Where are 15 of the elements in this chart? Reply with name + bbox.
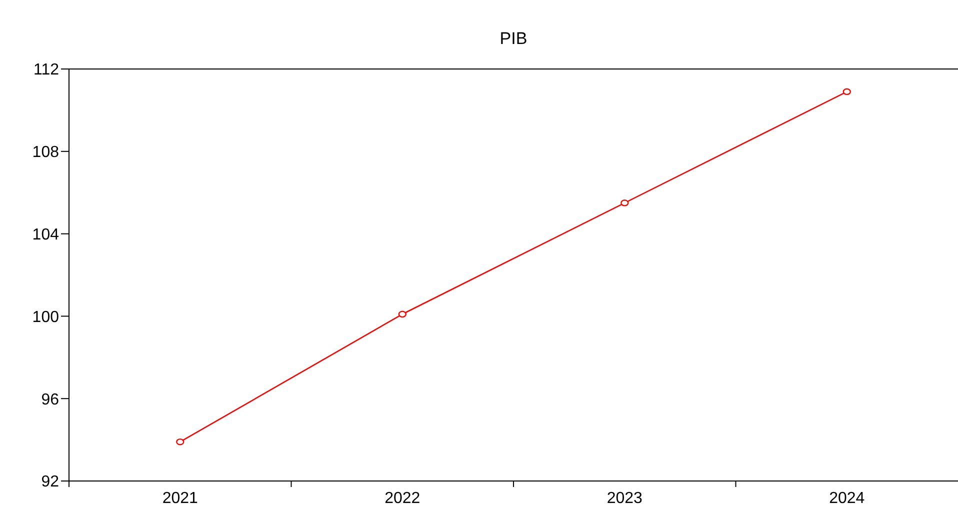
chart-title: PIB	[500, 29, 528, 48]
x-tick-label: 2023	[606, 490, 643, 507]
x-tick-label: 2021	[162, 490, 198, 507]
x-tick-label: 2022	[384, 490, 420, 507]
point	[176, 438, 184, 446]
point	[398, 310, 406, 318]
y-tick-label: 112	[33, 62, 60, 79]
y-tick-label: 92	[41, 474, 60, 491]
y-tick-label: 96	[41, 391, 60, 408]
y-tick-label: 108	[32, 144, 60, 162]
x-tick-label: 2024	[829, 490, 865, 507]
point	[620, 200, 629, 206]
y-tick-label: 100	[32, 308, 60, 326]
y-tick-label: 104	[32, 226, 60, 244]
point	[842, 88, 851, 96]
